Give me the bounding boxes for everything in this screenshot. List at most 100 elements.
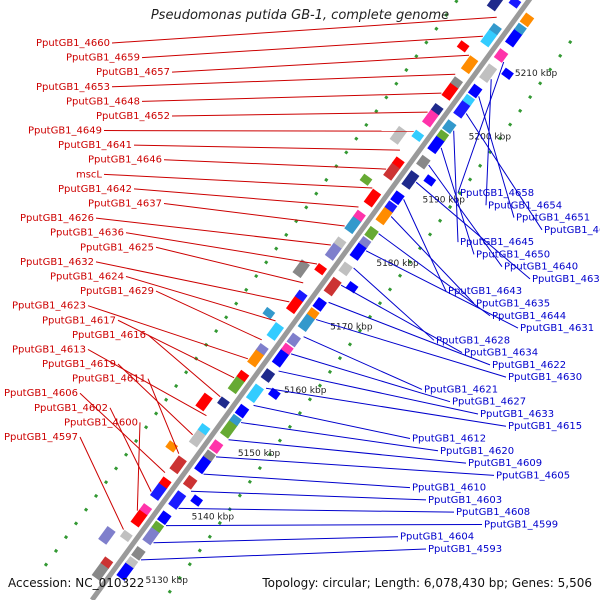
top-gene-label: PputGB1_4649 bbox=[28, 126, 102, 137]
top-gene-label: PputGB1_4619 bbox=[42, 359, 116, 370]
top-gene-label: PputGB1_4629 bbox=[80, 286, 154, 297]
bottom-strand-gene bbox=[338, 261, 353, 277]
bottom-leader-line bbox=[415, 181, 531, 280]
bottom-strand-gene bbox=[375, 205, 394, 226]
top-gene-label: PputGB1_4602 bbox=[34, 403, 108, 414]
top-leader-line bbox=[117, 319, 235, 379]
top-leader-line bbox=[103, 130, 414, 132]
top-leader-line bbox=[147, 378, 180, 454]
bottom-strand-gene bbox=[131, 545, 146, 561]
top-gene-label: PputGB1_4597 bbox=[4, 432, 78, 443]
top-strand-gene bbox=[421, 108, 440, 128]
bottom-leader-line bbox=[203, 473, 411, 489]
bottom-leader-line bbox=[440, 147, 475, 255]
top-leader-line bbox=[141, 35, 483, 59]
topology-text: Topology: circular; Length: 6,078,430 bp… bbox=[262, 576, 592, 590]
bottom-gene-label: PputGB1_4630 bbox=[508, 372, 582, 383]
top-strand-gene bbox=[188, 428, 207, 448]
bottom-gene-label: PputGB1_4621 bbox=[424, 384, 498, 395]
kbp-tick-label: 5150 kbp bbox=[238, 449, 281, 459]
top-strand-gene bbox=[480, 28, 498, 48]
bottom-strand-gene bbox=[390, 190, 405, 206]
top-leader-line bbox=[163, 203, 345, 227]
top-leader-line bbox=[125, 232, 318, 265]
top-leader-line bbox=[171, 111, 428, 117]
bottom-strand-gene bbox=[190, 494, 204, 507]
top-strand-gene bbox=[353, 209, 366, 223]
bottom-leader-line bbox=[365, 250, 519, 329]
top-strand-gene bbox=[100, 556, 114, 569]
top-strand-gene bbox=[285, 295, 304, 315]
bottom-leader-line bbox=[278, 370, 479, 415]
top-gene-label: PputGB1_4657 bbox=[96, 67, 170, 78]
top-strand-gene bbox=[236, 369, 250, 383]
top-strand-gene bbox=[383, 161, 401, 181]
bottom-strand-gene bbox=[349, 241, 368, 261]
bottom-leader-line bbox=[178, 507, 455, 513]
bottom-strand-gene bbox=[514, 22, 527, 35]
top-leader-line bbox=[141, 92, 442, 102]
bottom-gene-label: PputGB1_4603 bbox=[428, 495, 502, 506]
bottom-leader-line bbox=[453, 130, 459, 243]
bottom-gene-label: PputGB1_4620 bbox=[440, 446, 514, 457]
kbp-tick-label: 5170 kbp bbox=[330, 322, 373, 332]
top-strand-gene bbox=[508, 0, 522, 9]
top-gene-label: PputGB1_4653 bbox=[36, 82, 110, 93]
bottom-gene-label: PputGB1_4634 bbox=[464, 348, 538, 359]
bottom-strand-gene bbox=[208, 439, 224, 455]
kbp-tick-label: 5160 kbp bbox=[284, 386, 327, 396]
bottom-strand-gene bbox=[358, 235, 372, 249]
bottom-strand-gene bbox=[479, 63, 498, 84]
bottom-strand-gene bbox=[194, 454, 213, 475]
top-strand-gene bbox=[197, 423, 211, 436]
top-strand-gene bbox=[411, 129, 425, 142]
top-strand-gene bbox=[292, 259, 310, 279]
bottom-strand-gene bbox=[504, 27, 524, 48]
top-strand-gene bbox=[344, 215, 362, 235]
top-leader-line bbox=[109, 407, 152, 492]
bottom-gene-label: PputGB1_4658 bbox=[460, 188, 534, 199]
bottom-strand-gene bbox=[267, 387, 281, 401]
top-gene-label: PputGB1_4641 bbox=[58, 140, 132, 151]
top-strand-gene bbox=[247, 348, 265, 368]
bottom-leader-line bbox=[478, 96, 515, 218]
bottom-strand-gene bbox=[203, 449, 216, 462]
bottom-strand-gene bbox=[441, 119, 457, 134]
top-gene-label: PputGB1_4659 bbox=[66, 53, 140, 64]
top-gene-label: PputGB1_4660 bbox=[36, 38, 110, 49]
bottom-leader-line bbox=[140, 548, 427, 561]
top-leader-line bbox=[133, 188, 359, 208]
bottom-strand-gene bbox=[423, 174, 437, 187]
bottom-gene-label: PputGB1_4627 bbox=[452, 397, 526, 408]
top-gene-label: PputGB1_4648 bbox=[66, 96, 140, 107]
bottom-strand-gene bbox=[125, 556, 139, 569]
top-leader-line bbox=[111, 73, 456, 88]
top-leader-line bbox=[155, 246, 304, 284]
bottom-leader-line bbox=[303, 336, 423, 390]
bottom-leader-line bbox=[315, 319, 507, 378]
upper-guide-dots bbox=[43, 0, 460, 567]
bottom-leader-line bbox=[390, 216, 475, 304]
top-gene-label: mscL bbox=[76, 169, 102, 180]
bottom-strand-gene bbox=[453, 98, 472, 119]
top-strand-gene bbox=[389, 125, 408, 145]
bottom-gene-label: PputGB1_4645 bbox=[460, 237, 534, 248]
bottom-leader-line bbox=[153, 536, 399, 544]
bottom-gene-label: PputGB1_4609 bbox=[468, 458, 542, 469]
bottom-strand-gene bbox=[297, 312, 316, 332]
bottom-strand-gene bbox=[345, 280, 359, 294]
top-strand-gene bbox=[119, 529, 133, 543]
bottom-leader-line bbox=[191, 490, 427, 501]
top-strand-gene bbox=[91, 562, 110, 581]
bottom-leader-line bbox=[166, 523, 483, 527]
top-leader-line bbox=[95, 217, 331, 246]
top-gene-label: PputGB1_4617 bbox=[42, 315, 116, 326]
top-strand-gene bbox=[456, 40, 470, 53]
bottom-gene-label: PputGB1_4643 bbox=[448, 286, 522, 297]
bottom-leader-line bbox=[403, 199, 447, 292]
bottom-strand-gene bbox=[364, 225, 379, 241]
bottom-leader-line bbox=[353, 267, 435, 341]
bottom-leader-line bbox=[228, 439, 467, 464]
top-gene-label: PputGB1_4632 bbox=[20, 257, 94, 268]
bottom-gene-label: PputGB1_4638 bbox=[532, 274, 600, 285]
